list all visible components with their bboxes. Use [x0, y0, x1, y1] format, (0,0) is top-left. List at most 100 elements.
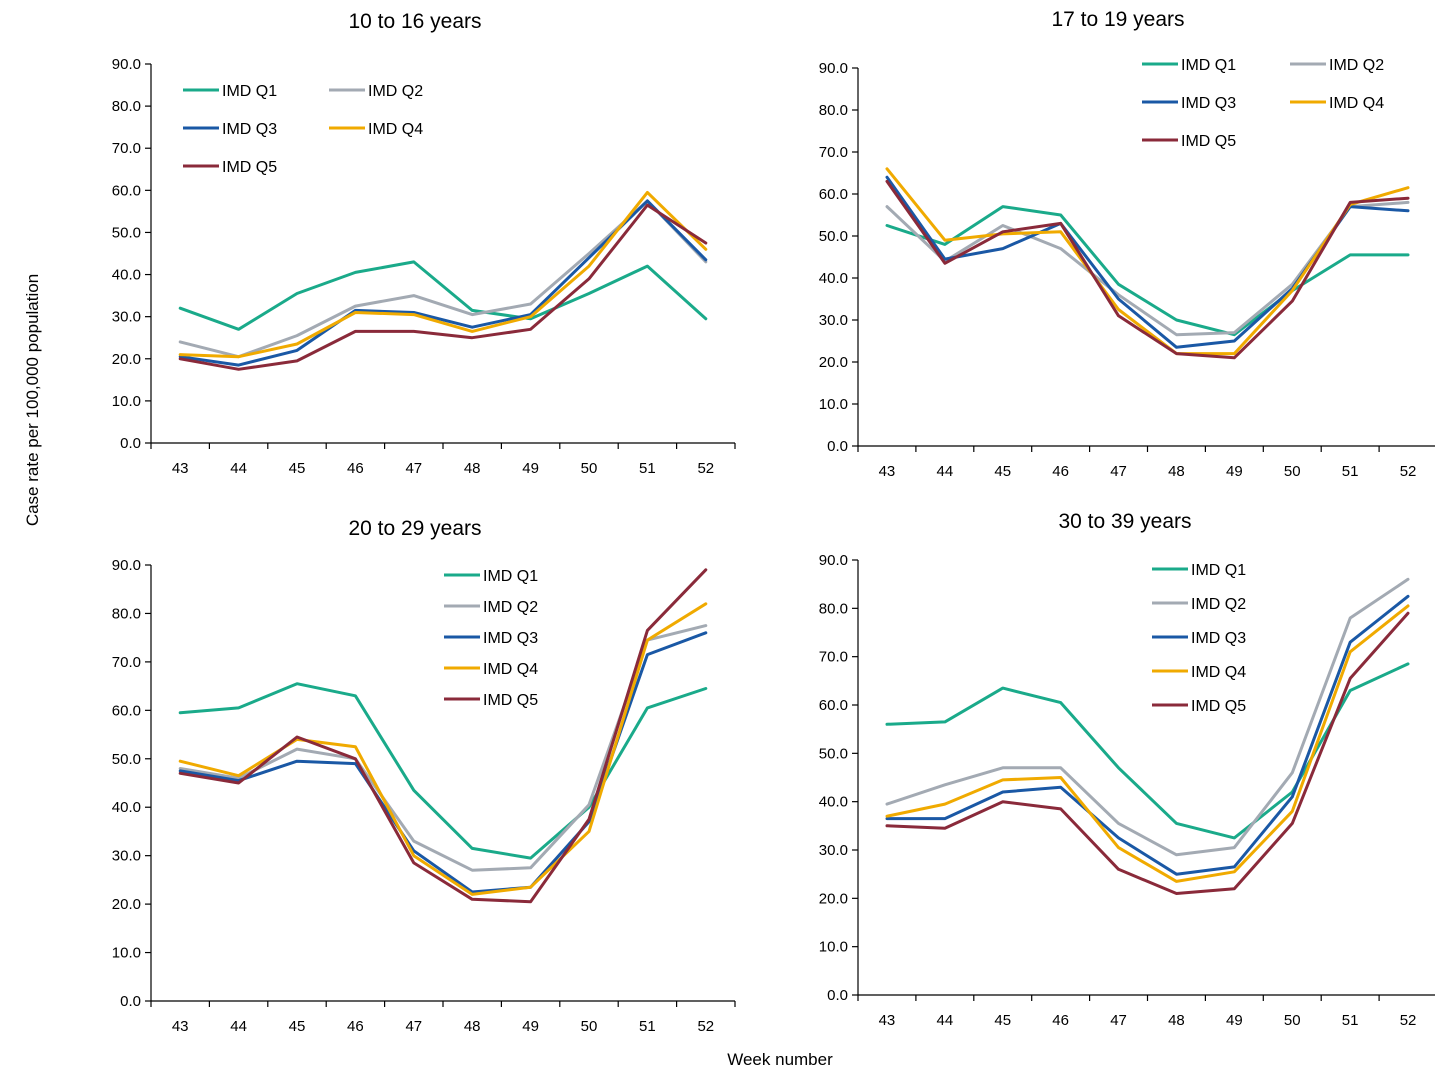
y-tick-label: 60.0 — [819, 186, 848, 203]
x-tick-label: 48 — [1168, 463, 1185, 480]
x-tick-label: 52 — [1400, 463, 1417, 480]
x-tick-label: 51 — [1342, 463, 1359, 480]
x-tick-label: 47 — [405, 1018, 422, 1035]
series-line-imd-q2 — [885, 577, 1410, 857]
x-tick-label: 48 — [464, 1018, 481, 1035]
x-tick-label: 46 — [347, 460, 364, 477]
y-tick-label: 30.0 — [819, 312, 848, 329]
x-tick-label: 52 — [697, 460, 714, 477]
y-tick-label: 60.0 — [112, 702, 141, 719]
legend-label: IMD Q4 — [483, 661, 538, 678]
x-tick-label: 48 — [1168, 1012, 1185, 1029]
y-tick-label: 60.0 — [819, 697, 848, 714]
x-tick-label: 50 — [1284, 463, 1301, 480]
y-tick-label: 0.0 — [827, 438, 848, 455]
y-tick-label: 40.0 — [819, 270, 848, 287]
x-tick-label: 50 — [581, 460, 598, 477]
y-tick-label: 80.0 — [819, 600, 848, 617]
y-tick-label: 30.0 — [112, 848, 141, 865]
y-tick-label: 30.0 — [112, 309, 141, 326]
y-tick-label: 10.0 — [819, 396, 848, 413]
y-tick-label: 0.0 — [120, 993, 141, 1010]
y-tick-label: 40.0 — [819, 794, 848, 811]
chart-panel-3: 20 to 29 years 0.0 10.0 20.0 30.0 40.0 50.0 60.… — [112, 517, 736, 1035]
x-tick-label: 45 — [289, 460, 306, 477]
legend-label: IMD Q3 — [1191, 630, 1246, 647]
series-line-imd-q3 — [178, 199, 708, 367]
legend-label: IMD Q5 — [1181, 133, 1236, 150]
y-tick-label: 10.0 — [112, 945, 141, 962]
x-tick-label: 49 — [522, 460, 539, 477]
series-line-imd-q5 — [178, 568, 708, 904]
x-tick-label: 43 — [879, 1012, 896, 1029]
legend-label: IMD Q3 — [483, 630, 538, 647]
legend-label: IMD Q4 — [1329, 95, 1384, 112]
x-tick-label: 49 — [522, 1018, 539, 1035]
legend-label: IMD Q2 — [483, 599, 538, 616]
y-tick-label: 90.0 — [819, 552, 848, 569]
x-tick-label: 45 — [994, 463, 1011, 480]
x-tick-label: 48 — [464, 460, 481, 477]
x-tick-label: 51 — [639, 1018, 656, 1035]
series-line-imd-q2 — [178, 624, 708, 872]
legend-label: IMD Q2 — [1191, 596, 1246, 613]
legend-label: IMD Q2 — [1329, 57, 1384, 74]
x-tick-label: 43 — [879, 463, 896, 480]
x-tick-label: 47 — [1110, 1012, 1127, 1029]
chart-title: 30 to 39 years — [1058, 510, 1191, 533]
y-tick-label: 50.0 — [112, 751, 141, 768]
y-axis-title-text: Case rate per 100,000 population — [23, 273, 42, 527]
legend-label: IMD Q5 — [483, 692, 538, 709]
series-line-imd-q3 — [885, 594, 1410, 876]
legend-label: IMD Q4 — [368, 121, 423, 138]
series-line-imd-q4 — [885, 604, 1410, 883]
chart-panel-1: 10 to 16 years 0.0 10.0 20.0 30.0 40.0 50.0 60.… — [112, 10, 736, 477]
x-tick-label: 52 — [1400, 1012, 1417, 1029]
y-tick-label: 90.0 — [819, 60, 848, 77]
panels: 10 to 16 years 0.0 10.0 20.0 30.0 40.0 50.0 60.… — [112, 8, 1435, 1035]
y-tick-label: 90.0 — [112, 56, 141, 73]
legend-label: IMD Q1 — [1191, 562, 1246, 579]
y-tick-label: 20.0 — [112, 351, 141, 368]
y-tick-label: 80.0 — [819, 102, 848, 119]
y-tick-label: 40.0 — [112, 267, 141, 284]
x-tick-label: 46 — [1052, 463, 1069, 480]
legend: IMD Q1 IMD Q2 IMD Q3 IMD Q4 IMD Q5 — [444, 568, 538, 709]
y-tick-label: 30.0 — [819, 842, 848, 859]
series-line-imd-q1 — [178, 682, 708, 860]
x-tick-label: 52 — [697, 1018, 714, 1035]
series-line-imd-q5 — [885, 179, 1410, 360]
y-tick-label: 40.0 — [112, 799, 141, 816]
x-tick-label: 49 — [1226, 463, 1243, 480]
y-tick-label: 0.0 — [120, 435, 141, 452]
y-tick-label: 70.0 — [819, 649, 848, 666]
series-line-imd-q5 — [178, 203, 708, 371]
y-tick-label: 20.0 — [819, 354, 848, 371]
chart-title: 20 to 29 years — [348, 517, 481, 540]
series-line-imd-q4 — [178, 190, 708, 359]
legend-label: IMD Q1 — [1181, 57, 1236, 74]
x-tick-label: 43 — [172, 1018, 189, 1035]
y-tick-label: 80.0 — [112, 605, 141, 622]
series-line-imd-q1 — [885, 662, 1410, 840]
x-tick-label: 49 — [1226, 1012, 1243, 1029]
y-tick-label: 90.0 — [112, 557, 141, 574]
series-line-imd-q4 — [178, 602, 708, 896]
series-line-imd-q1 — [178, 260, 708, 331]
x-tick-label: 44 — [937, 463, 954, 480]
series-line-imd-q5 — [885, 611, 1410, 895]
x-tick-label: 43 — [172, 460, 189, 477]
y-tick-label: 70.0 — [112, 654, 141, 671]
x-tick-label: 45 — [994, 1012, 1011, 1029]
legend-label: IMD Q5 — [1191, 698, 1246, 715]
x-tick-label: 44 — [230, 460, 247, 477]
chart-title: 10 to 16 years — [348, 10, 481, 33]
y-tick-label: 50.0 — [819, 228, 848, 245]
y-tick-label: 10.0 — [819, 939, 848, 956]
y-tick-label: 60.0 — [112, 182, 141, 199]
x-axis-title-text: Week number — [727, 1050, 833, 1069]
legend-label: IMD Q4 — [1191, 664, 1246, 681]
x-tick-label: 47 — [405, 460, 422, 477]
y-tick-label: 70.0 — [819, 144, 848, 161]
